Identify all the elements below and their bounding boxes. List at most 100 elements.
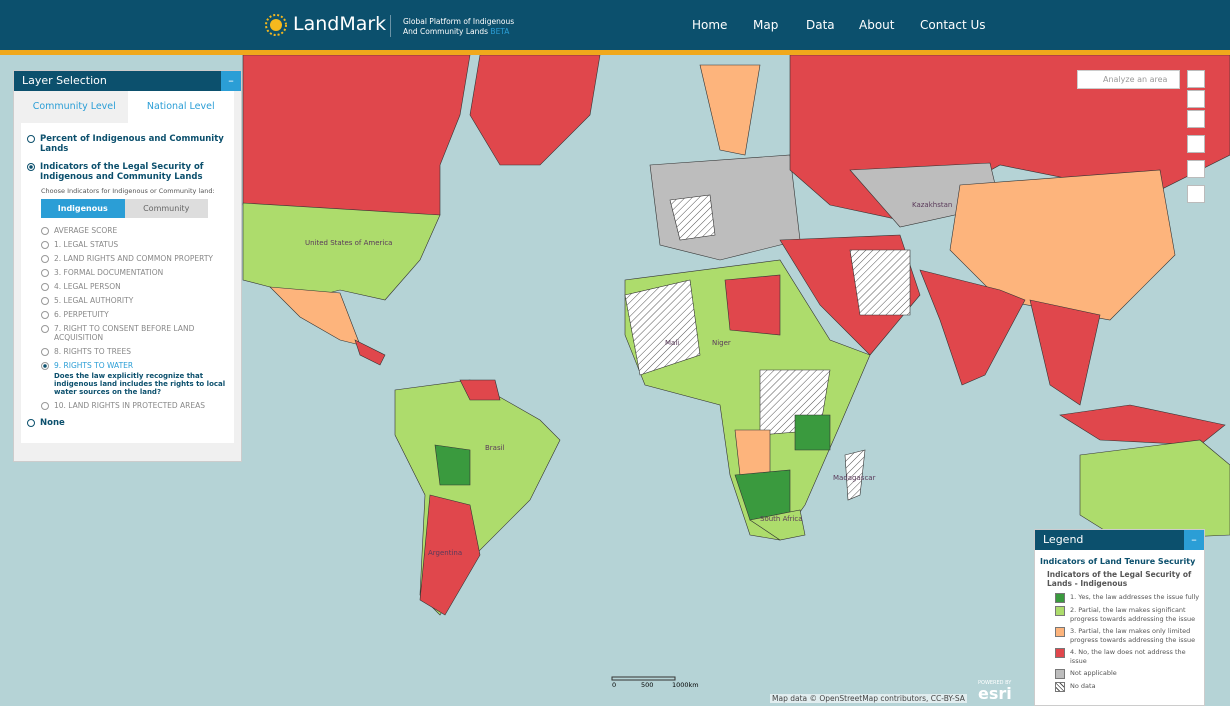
map-label: Brasil — [485, 444, 505, 452]
option-text: 6. PERPETUITY — [54, 310, 109, 319]
radio[interactable] — [41, 227, 49, 235]
nav-link[interactable]: Data — [806, 18, 835, 32]
none-option[interactable]: None — [27, 418, 228, 428]
radio[interactable] — [41, 402, 49, 410]
indicator-option[interactable]: 2. LAND RIGHTS AND COMMON PROPERTY — [41, 254, 228, 263]
radio[interactable] — [41, 325, 49, 333]
legend-title-text: Legend — [1043, 533, 1084, 546]
layer-panel: Layer Selection – Community Level National… — [13, 70, 242, 462]
tab[interactable]: Community Level — [32, 101, 116, 112]
map-label: United States of America — [305, 239, 392, 247]
legend-subheading: Indicators of the Legal Security of Land… — [1047, 570, 1192, 588]
share[interactable] — [1187, 160, 1205, 178]
legend-label: No data — [1070, 682, 1096, 690]
radio[interactable] — [41, 348, 49, 356]
indicator-option[interactable]: 4. LEGAL PERSON — [41, 282, 228, 291]
option-text: 7. RIGHT TO CONSENT BEFORE LAND ACQUISIT… — [54, 324, 195, 342]
indicator-option[interactable]: 5. LEGAL AUTHORITY — [41, 296, 228, 305]
tab[interactable]: National Level — [127, 91, 234, 123]
indicator-option[interactable]: 1. LEGAL STATUS — [41, 240, 228, 249]
radio[interactable] — [41, 311, 49, 319]
map-labels: United States of America Brasil Argentin… — [305, 201, 952, 557]
map-label: Kazakhstan — [912, 201, 952, 209]
indicator-option[interactable]: 3. FORMAL DOCUMENTATION — [41, 268, 228, 277]
esri-powered: POWERED BY — [978, 680, 1012, 686]
layer-option[interactable]: Percent of Indigenous and Community Land… — [27, 134, 228, 154]
legend-title: Legend – — [1035, 530, 1204, 550]
attribution: Map data © OpenStreetMap contributors, C… — [770, 694, 967, 703]
option-text: 8. RIGHTS TO TREES — [54, 347, 132, 356]
tabs: Community Level National Level — [14, 91, 241, 123]
collapse-button[interactable]: – — [221, 71, 241, 91]
esri-logo: esri — [978, 684, 1012, 703]
radio[interactable] — [27, 419, 35, 427]
option-text: 9. RIGHTS TO WATER — [54, 361, 134, 370]
radio[interactable] — [27, 135, 35, 143]
radio[interactable] — [41, 283, 49, 291]
legend-item: 2. Partial, the law makes significant pr… — [1055, 606, 1204, 624]
nav-link[interactable]: Home — [692, 18, 728, 32]
legend-label: 2. Partial, the law makes significant pr… — [1070, 606, 1196, 623]
legend-swatch — [1055, 648, 1065, 658]
print[interactable] — [1187, 185, 1205, 203]
nav-link[interactable]: Contact Us — [920, 18, 986, 32]
option-text: None — [40, 418, 65, 428]
layer-option[interactable]: Indicators of the Legal Security of Indi… — [27, 162, 228, 182]
legend-swatch — [1055, 606, 1065, 616]
toggle-button[interactable]: Indigenous — [41, 199, 125, 218]
legend-item: Not applicable — [1055, 669, 1204, 679]
radio[interactable] — [41, 269, 49, 277]
scale-label: 1000km — [672, 681, 699, 689]
legend-label: 1. Yes, the law addresses the issue full… — [1070, 593, 1200, 601]
indicator-option[interactable]: 7. RIGHT TO CONSENT BEFORE LAND ACQUISIT… — [41, 324, 228, 342]
legend-swatch — [1055, 669, 1065, 679]
indicator-option[interactable]: 10. LAND RIGHTS IN PROTECTED AREAS — [41, 401, 228, 410]
nav-link[interactable]: Map — [753, 18, 779, 32]
indicator-option[interactable]: AVERAGE SCORE — [41, 226, 228, 235]
toggle-button[interactable]: Community — [124, 199, 208, 218]
scale-bar: 0 500 1000km — [611, 676, 699, 689]
option-text: 1. LEGAL STATUS — [54, 240, 119, 249]
logo[interactable]: LandMark — [293, 13, 387, 35]
legend-swatch — [1055, 593, 1065, 603]
legend-item: 4. No, the law does not address the issu… — [1055, 648, 1204, 666]
nav-link[interactable]: About — [859, 18, 895, 32]
map-label: Mali — [665, 339, 679, 347]
option-text: Percent of Indigenous and Community Land… — [40, 134, 224, 154]
scale-label: 0 — [612, 681, 616, 689]
radio[interactable] — [41, 297, 49, 305]
option-text: 4. LEGAL PERSON — [54, 282, 121, 291]
legend-label: Not applicable — [1070, 669, 1117, 677]
indicator-option[interactable]: 8. RIGHTS TO TREES — [41, 347, 228, 356]
legend-item: 1. Yes, the law addresses the issue full… — [1055, 593, 1204, 603]
indicator-option[interactable]: 6. PERPETUITY — [41, 310, 228, 319]
toggle-group: Indigenous Community — [41, 199, 208, 218]
option-text: 2. LAND RIGHTS AND COMMON PROPERTY — [54, 254, 213, 263]
home[interactable] — [1187, 90, 1205, 108]
collapse-button[interactable]: – — [1184, 530, 1204, 550]
legend-label: 4. No, the law does not address the issu… — [1070, 648, 1186, 665]
zoom-out[interactable] — [1187, 110, 1205, 128]
header: LandMark Global Platform of Indigenous An… — [0, 0, 1230, 55]
map-label: Niger — [712, 339, 731, 347]
legend-panel: Legend – Indicators of Land Tenure Securi… — [1034, 529, 1205, 706]
radio[interactable] — [41, 241, 49, 249]
option-text: 3. FORMAL DOCUMENTATION — [54, 268, 164, 277]
tagline-line: Global Platform of Indigenous — [403, 17, 515, 26]
radio[interactable] — [41, 362, 49, 370]
radio[interactable] — [41, 255, 49, 263]
map-label: South Africa — [760, 515, 803, 523]
countries — [242, 55, 1230, 616]
indicator-option[interactable]: 9. RIGHTS TO WATER Does the law explicitl… — [41, 361, 228, 396]
radio[interactable] — [27, 163, 35, 171]
prompt: Choose Indicators for Indigenous or Comm… — [41, 187, 215, 195]
map-label: Argentina — [428, 549, 462, 557]
analyze-area[interactable]: Analyze an area — [1077, 70, 1180, 89]
layers[interactable] — [1187, 135, 1205, 153]
legend-item: 3. Partial, the law makes only limited p… — [1055, 627, 1204, 645]
scale-label: 500 — [641, 681, 653, 689]
zoom-in[interactable] — [1187, 70, 1205, 88]
tagline-line: And Community Lands — [403, 27, 489, 36]
option-text: 10. LAND RIGHTS IN PROTECTED AREAS — [54, 401, 206, 410]
